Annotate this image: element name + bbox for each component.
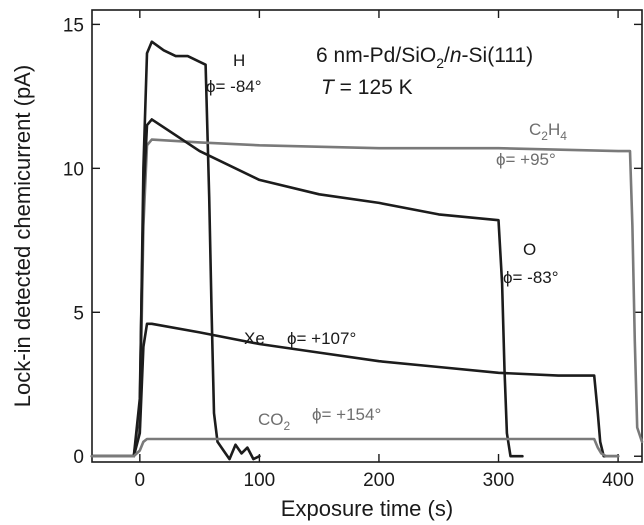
y-tick-label: 0 [73, 447, 84, 468]
x-tick-label: 300 [483, 470, 515, 491]
axis-ticks: 0 100 200 300 400 0 5 10 15 [63, 10, 642, 491]
series-co2-label: CO2 [258, 410, 291, 433]
series-line-0 [90, 40, 261, 461]
sample-annotation: 6 nm-Pd/SiO2/n-Si(111) [316, 44, 533, 71]
y-tick-label: 5 [73, 303, 84, 324]
series-c2h4-phi: ϕ= +95° [496, 150, 556, 169]
x-tick-label: 400 [602, 470, 634, 491]
x-tick-label: 0 [135, 470, 146, 491]
series-h-phi: ϕ= -84° [206, 77, 262, 96]
x-tick-label: 200 [363, 470, 395, 491]
series-h-label: H [233, 51, 245, 70]
x-axis-title: Exposure time (s) [281, 496, 453, 521]
series-c2h4-label: C2H4 [529, 120, 567, 143]
series-xe-label: Xe [244, 329, 265, 348]
x-tick-label: 100 [244, 470, 276, 491]
series-o-phi: ϕ= -83° [503, 268, 559, 287]
series-co2-phi: ϕ= +154° [312, 405, 381, 424]
series-layer [90, 40, 644, 461]
series-xe-phi: ϕ= +107° [287, 329, 356, 348]
plot-frame [91, 9, 643, 463]
temperature-annotation: T = 125 K [321, 76, 413, 99]
y-tick-label: 15 [63, 15, 84, 36]
series-line-2 [90, 118, 524, 458]
series-line-3 [90, 322, 620, 458]
series-line-4 [90, 437, 620, 458]
y-axis-title: Lock-in detected chemicurrent (pA) [10, 65, 35, 407]
series-o-label: O [523, 240, 536, 259]
y-tick-label: 10 [63, 159, 84, 180]
